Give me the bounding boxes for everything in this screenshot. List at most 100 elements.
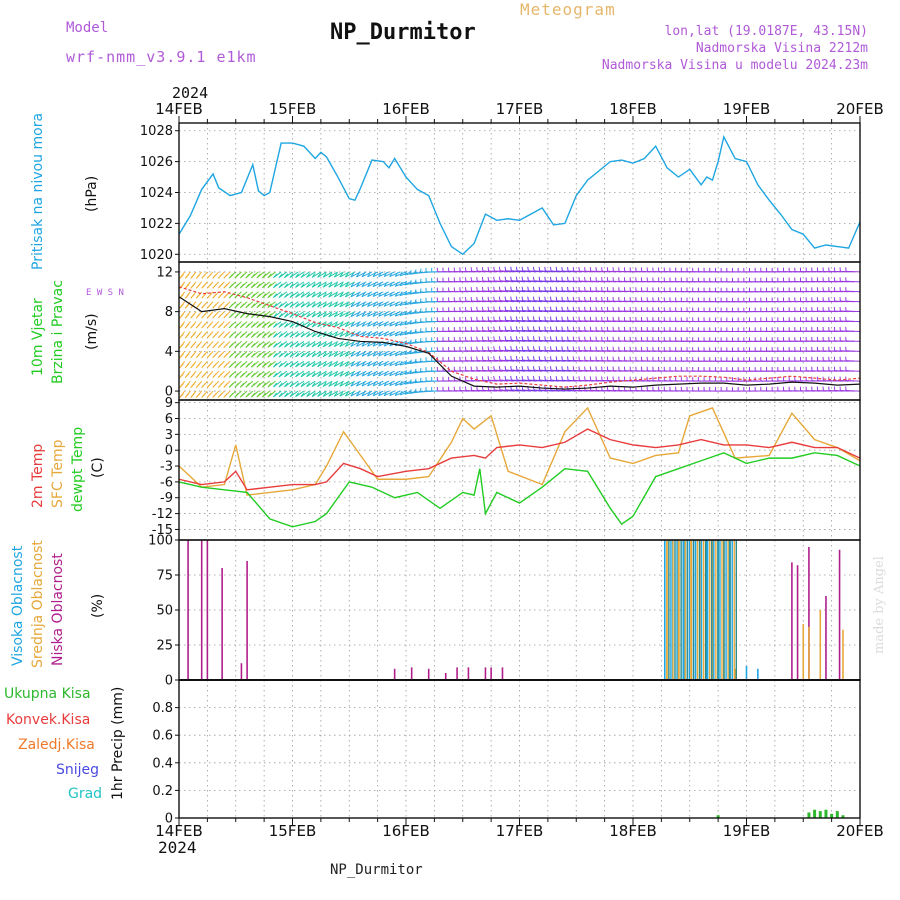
wind-barb-flag — [344, 312, 349, 318]
wind-barb-flag — [544, 286, 546, 291]
wind-barb-flag — [267, 362, 272, 368]
wind-barb-flag — [250, 333, 256, 338]
wind-barb-flag — [394, 341, 399, 347]
wind-barb — [300, 350, 310, 358]
wind-barb-flag — [356, 282, 360, 288]
wind-barb-flag — [223, 353, 228, 358]
wind-barb-flag — [538, 296, 541, 301]
wind-barb-flag — [278, 382, 283, 388]
wind-barb — [339, 380, 350, 387]
wind-barb-flag — [289, 372, 294, 378]
wind-barb — [378, 291, 390, 297]
wind-barb-flag — [361, 371, 366, 377]
wind-barb — [179, 361, 180, 363]
wind-barb-flag — [250, 382, 256, 388]
wind-barb-flag — [498, 365, 501, 371]
wind-barb-flag — [289, 322, 294, 328]
wind-barb-flag — [322, 382, 327, 387]
wind-barb — [383, 291, 395, 297]
wind-barb-flag — [378, 391, 382, 397]
wind-barb-flag — [184, 383, 190, 388]
wind-barb — [311, 281, 322, 288]
wind-barb-flag — [206, 333, 212, 339]
wind-barb-flag — [333, 372, 338, 377]
wind-barb — [499, 280, 514, 283]
wind-barb-flag — [333, 391, 338, 397]
wind-barb-flag — [538, 336, 541, 341]
wind-barb-flag — [273, 382, 278, 388]
x-label-bottom: 18FEB — [609, 822, 656, 840]
precip-bar — [813, 809, 817, 818]
wind-barb-flag — [538, 266, 541, 271]
wind-barb-flag — [487, 276, 490, 281]
wind-axis-unit: (m/s) — [84, 313, 100, 350]
wind-barb — [311, 380, 322, 388]
wind-barb-flag — [245, 303, 250, 309]
wind-barb-flag — [333, 332, 338, 338]
y-tick-label: 1028 — [140, 124, 173, 139]
wind-barb-flag — [300, 322, 305, 328]
wind-barb-flag — [409, 389, 412, 394]
wind-barb-flag — [174, 374, 178, 378]
wind-barb-flag — [527, 306, 529, 311]
wind-barb-flag — [311, 372, 316, 377]
year-bottom: 2024 — [158, 838, 197, 857]
wind-barb-flag — [510, 365, 512, 371]
wind-barb-flag — [300, 342, 305, 348]
wind-barb-flag — [289, 283, 294, 288]
wind-barb-flag — [289, 382, 294, 388]
wind-barb-flag — [223, 283, 228, 289]
wind-barb-flag — [510, 276, 512, 281]
x-label-top: 20FEB — [836, 100, 883, 118]
wind-barb-flag — [278, 342, 283, 348]
wind-barb-flag — [394, 371, 399, 376]
wind-barb-flag — [487, 266, 490, 272]
wind-barb — [367, 380, 378, 387]
wind-speed-line — [178, 296, 861, 390]
wind-barb-flag — [174, 384, 178, 388]
wind-barb — [322, 281, 333, 288]
wind-barb-flag — [361, 332, 366, 337]
wind-barb-flag — [493, 296, 495, 301]
wind-barb — [311, 390, 322, 397]
wind-barb — [361, 281, 373, 288]
wind-barb-flag — [394, 311, 399, 317]
wind-barb-flag — [261, 372, 267, 378]
wind-barb-flag — [409, 290, 412, 295]
wind-barb-flag — [350, 312, 355, 317]
wind-barb — [378, 350, 390, 357]
wind-barb-flag — [223, 383, 228, 388]
wind-barb — [361, 321, 373, 327]
wind-barb-flag — [549, 326, 552, 331]
wind-barb-flag — [333, 292, 338, 298]
wind-barb-flag — [372, 361, 377, 367]
wind-barb — [317, 281, 327, 288]
wind-barb-flag — [273, 303, 278, 308]
wind-barb-flag — [278, 362, 283, 368]
wind-barb — [383, 350, 395, 357]
wind-barb-flag — [273, 333, 278, 338]
wind-barb — [372, 281, 384, 288]
wind-barb-flag — [245, 333, 250, 338]
wind-barb — [334, 331, 344, 338]
wind-barb-flag — [367, 332, 371, 337]
wind-barb — [334, 271, 344, 278]
wind-barb-flag — [217, 343, 223, 349]
wind-barb — [367, 301, 378, 308]
wind-barb-flag — [333, 312, 338, 318]
wind-barb-flag — [184, 274, 190, 279]
x-label-bottom: 14FEB — [155, 822, 202, 840]
wind-barb-flag — [245, 353, 250, 358]
wind-barb-flag — [487, 316, 490, 321]
y-tick-label: 12 — [156, 265, 173, 280]
wind-barb-flag — [549, 296, 552, 301]
wind-barb-flag — [383, 351, 388, 357]
y-tick-label: 1024 — [140, 186, 173, 201]
wind-barb-flag — [328, 362, 333, 367]
wind-barb-flag — [527, 286, 529, 291]
wind-barb-flag — [245, 382, 250, 388]
wind-barb-flag — [510, 346, 512, 351]
wind-barb — [179, 351, 180, 353]
wind-barb-flag — [228, 273, 234, 279]
